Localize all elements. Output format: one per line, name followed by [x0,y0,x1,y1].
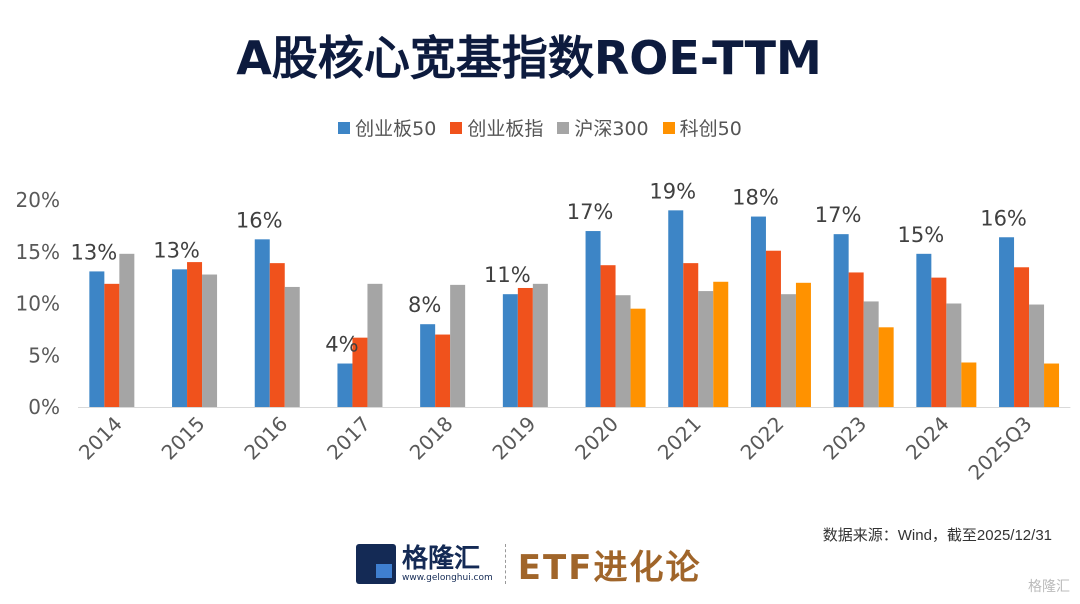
bar-2015-沪深300 [202,274,218,407]
data-label: 11% [484,263,531,287]
legend-label: 创业板50 [355,118,437,140]
bar-2020-沪深300 [615,295,631,407]
legend-swatch [450,121,463,134]
chart-title: A股核心宽基指数ROE-TTM [236,31,822,85]
y-tick-label: 0% [28,395,60,419]
bar-2025Q3-沪深300 [1029,304,1045,407]
brand-url: www.gelonghui.com [402,573,493,583]
y-tick-label: 5% [28,343,60,367]
bar-2018-创业板指 [435,334,451,407]
x-tick-label: 2015 [157,412,210,465]
x-tick-label: 2016 [239,412,292,465]
bar-2023-创业板指 [848,272,864,407]
legend-swatch [662,121,675,134]
legend-item: 科创50 [662,114,742,141]
bar-2024-创业板50 [916,253,932,407]
bar-2017-创业板50 [337,363,353,407]
y-tick-label: 10% [16,292,60,316]
legend-item: 创业板指 [450,114,543,141]
footer-logo: 格隆汇 www.gelonghui.com ETF进化论 [356,540,701,588]
y-tick-label: 15% [16,240,60,264]
bar-2023-沪深300 [863,301,879,407]
bar-2020-创业板50 [585,231,601,407]
y-tick-label: 20% [16,188,60,212]
bar-2022-沪深300 [780,294,796,407]
bar-2024-科创50 [961,362,977,407]
data-label: 8% [408,293,441,317]
bar-2017-沪深300 [367,283,383,407]
legend-label: 创业板指 [467,118,544,140]
brand-name: 格隆汇 [402,544,481,574]
bar-2014-创业板50 [89,271,105,407]
data-label: 16% [980,206,1027,230]
column-name: ETF进化论 [517,547,702,588]
source-note: 数据来源：Wind，截至2025/12/31 [822,527,1052,544]
bar-2016-沪深300 [284,286,300,407]
data-label: 17% [815,203,862,227]
divider [504,544,506,584]
bar-2015-创业板50 [172,269,188,407]
bar-2018-创业板50 [420,324,436,407]
data-label: 15% [898,223,945,247]
bar-2016-创业板50 [254,239,270,407]
legend-item: 沪深300 [557,114,649,141]
bar-2019-创业板50 [502,294,518,407]
bar-2016-创业板指 [269,263,285,407]
bar-2014-沪深300 [119,253,135,407]
bar-2021-创业板指 [683,263,699,407]
bar-2021-创业板50 [668,210,684,407]
data-label: 4% [325,333,358,357]
bar-2025Q3-科创50 [1044,363,1060,407]
x-tick-label: 2024 [901,412,954,465]
bar-2024-创业板指 [931,277,947,407]
bar-chart: 0% 5% 10% 15% 20% 13% 2014 13% 2015 16% 2016 4% 2017… [16,179,1071,485]
data-label: 19% [649,179,696,203]
bar-2025Q3-创业板指 [1014,267,1030,407]
data-label: 17% [567,200,614,224]
x-tick-label: 2020 [570,412,623,465]
watermark: 格隆汇 [1028,579,1070,595]
bar-2022-创业板50 [750,216,766,407]
legend-item: 创业板50 [338,114,436,141]
bar-2021-沪深300 [698,291,714,407]
bar-2023-创业板50 [833,234,849,407]
bar-2017-创业板指 [352,337,368,407]
x-tick-label: 2022 [736,412,789,465]
bar-2021-科创50 [713,281,729,407]
bar-2020-创业板指 [600,265,616,407]
bar-2024-沪深300 [946,303,962,407]
legend-swatch [557,121,570,134]
x-tick-label: 2023 [818,412,871,465]
x-tick-label: 2018 [405,412,458,465]
bar-2022-创业板指 [765,250,781,407]
legend-swatch [338,121,351,134]
gelonghui-logo-icon [356,544,396,584]
x-tick-label: 2017 [322,412,375,465]
bar-2023-科创50 [878,327,894,407]
bar-2018-沪深300 [450,284,466,407]
data-label: 13% [71,240,118,264]
bar-2019-创业板指 [517,287,533,407]
bar-2020-科创50 [630,308,646,407]
legend-label: 科创50 [679,118,742,140]
bar-2014-创业板指 [104,283,120,407]
bar-2025Q3-创业板50 [999,237,1015,407]
x-tick-label: 2019 [487,412,540,465]
bar-2022-科创50 [795,282,811,407]
legend: 创业板50 创业板指 沪深300 科创50 [0,114,1080,141]
data-label: 13% [153,238,200,262]
bar-2019-沪深300 [532,283,548,407]
x-tick-label: 2014 [74,412,127,465]
legend-label: 沪深300 [574,118,649,140]
x-tick-label: 2021 [653,412,706,465]
data-label: 16% [236,208,283,232]
bar-2015-创业板指 [187,262,203,407]
data-label: 18% [732,186,779,210]
x-tick-label: 2025Q3 [963,412,1036,485]
